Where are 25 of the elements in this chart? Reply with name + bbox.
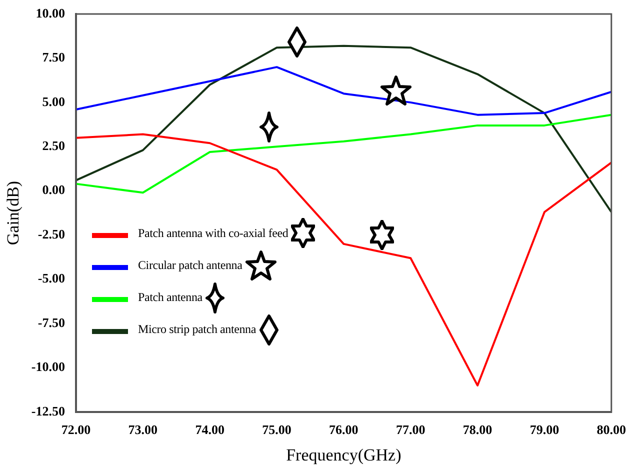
y-tick-label: -5.00 [38, 270, 65, 286]
y-tick-label: 10.00 [36, 5, 65, 20]
legend-label: Patch antenna with co-axial feed [138, 226, 288, 241]
y-tick-label: 2.50 [42, 138, 65, 154]
x-tick-label: 75.00 [262, 422, 292, 438]
x-tick-label: 73.00 [128, 422, 158, 438]
y-tick-label: 7.50 [42, 50, 65, 65]
x-tick-label: 72.00 [61, 422, 91, 438]
x-tick-label: 74.00 [195, 422, 224, 438]
y-tick-label: -2.50 [38, 226, 65, 242]
y-tick-label: -10.00 [31, 359, 65, 374]
y-tick-label: -7.50 [38, 314, 65, 330]
legend-label: Patch antenna [138, 290, 202, 305]
y-tick-label: -12.50 [31, 403, 65, 418]
x-tick-label: 79.00 [530, 422, 560, 438]
legend-label: Circular patch antenna [138, 258, 242, 273]
x-axis-title: Frequency(GHz) [286, 445, 402, 464]
y-tick-label: 0.00 [42, 182, 65, 198]
legend-label: Micro strip patch antenna [138, 322, 256, 337]
y-axis-title: Gain(dB) [4, 180, 23, 246]
x-tick-label: 76.00 [329, 422, 358, 438]
x-tick-label: 77.00 [396, 422, 426, 438]
x-tick-label: 80.00 [596, 422, 626, 438]
y-tick-label: 5.00 [42, 94, 65, 109]
x-tick-label: 78.00 [462, 422, 492, 438]
